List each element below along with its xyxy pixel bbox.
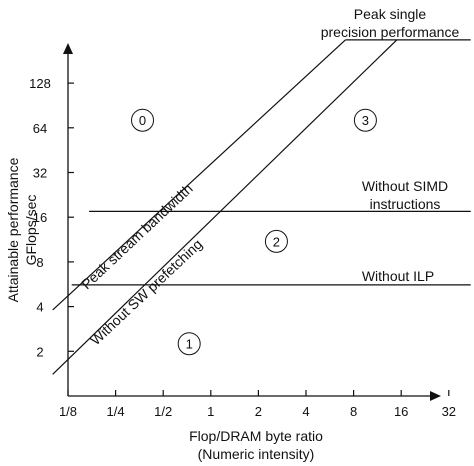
- y-tick-label: 8: [36, 255, 43, 270]
- x-tick-label: 1/2: [154, 404, 172, 419]
- peak-bandwidth-line: [52, 39, 346, 311]
- y-axis-arrow-icon: [63, 43, 73, 54]
- x-tick-label: 2: [255, 404, 262, 419]
- simd-label-line-2: instructions: [370, 196, 441, 212]
- region-label: 0: [139, 113, 146, 128]
- region-circle: [353, 108, 377, 132]
- y-tick-label: 16: [33, 210, 47, 225]
- y-tick-label: 128: [29, 76, 51, 91]
- x-tick-label: 4: [302, 404, 309, 419]
- x-tick-label: 8: [350, 404, 357, 419]
- y-axis-label-line-1: Attainable performance: [5, 157, 21, 302]
- roofline-lines: [52, 39, 471, 375]
- region-label: 3: [362, 113, 369, 128]
- annotation-labels: Peak single precision performance Withou…: [5, 6, 459, 462]
- simd-label-line-1: Without SIMD: [362, 178, 448, 194]
- no-prefetch-line: [52, 39, 398, 375]
- peak-performance-label-line-1: Peak single: [354, 6, 427, 22]
- prefetch-label: Without SW prefetching: [87, 236, 205, 348]
- region-circle: [131, 108, 155, 132]
- x-tick-label: 1/4: [107, 404, 125, 419]
- x-tick-label: 1/8: [59, 404, 77, 419]
- y-tick-label: 2: [36, 344, 43, 359]
- y-tick-label: 64: [33, 121, 47, 136]
- axes: [63, 43, 441, 401]
- y-tick-label: 4: [36, 300, 43, 315]
- y-tick-label: 32: [33, 166, 47, 181]
- x-axis-label-line-1: Flop/DRAM byte ratio: [189, 428, 323, 444]
- region-circle: [264, 229, 288, 253]
- region-label: 2: [273, 234, 280, 249]
- x-tick-label: 1: [207, 404, 214, 419]
- ilp-label: Without ILP: [362, 268, 434, 284]
- x-axis-label-line-2: (Numeric intensity): [198, 446, 315, 462]
- region-label: 1: [186, 337, 193, 352]
- region-circle: [177, 332, 201, 356]
- x-tick-label: 16: [394, 404, 408, 419]
- x-axis-arrow-icon: [430, 391, 441, 401]
- peak-performance-label-line-2: precision performance: [321, 24, 460, 40]
- x-tick-label: 32: [442, 404, 456, 419]
- y-axis-label-line-2: GFlops/sec: [23, 195, 39, 266]
- bandwidth-label: Peak stream bandwidth: [78, 180, 196, 292]
- region-markers: 0 3 2 1: [131, 108, 377, 356]
